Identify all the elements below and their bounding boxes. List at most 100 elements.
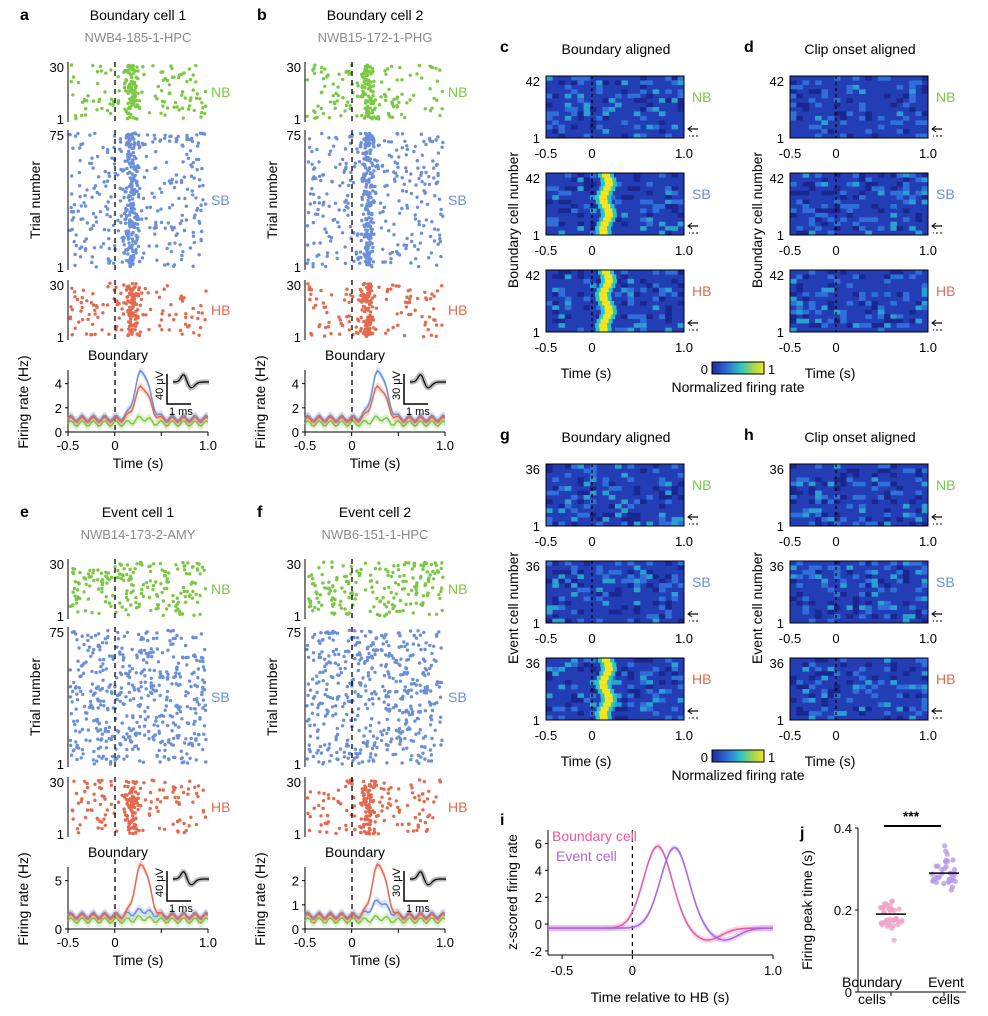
heatmap-cell: [577, 111, 584, 117]
spike: [391, 706, 396, 710]
spike: [94, 265, 99, 269]
spike: [106, 628, 110, 633]
spike: [160, 568, 164, 572]
spike: [126, 203, 130, 207]
spike: [343, 590, 347, 594]
spike: [133, 90, 137, 94]
spike: [173, 241, 177, 245]
spike: [355, 233, 360, 238]
spike: [419, 755, 423, 759]
spike: [315, 681, 319, 685]
spike: [385, 289, 389, 294]
heatmap-cell: [627, 561, 635, 566]
heatmap-cell: [877, 323, 885, 328]
spike: [132, 165, 137, 170]
spike: [433, 561, 437, 565]
heatmap-cell: [665, 561, 672, 566]
spike: [329, 293, 334, 297]
spike: [92, 578, 96, 583]
spike: [137, 286, 141, 290]
spike: [396, 323, 400, 327]
heatmap-cell: [909, 93, 916, 99]
spike: [416, 823, 420, 827]
spike: [317, 253, 321, 257]
spike: [140, 217, 144, 221]
heatmap-cell: [671, 680, 679, 685]
spike: [154, 716, 158, 720]
spike: [134, 241, 138, 245]
heatmap-cell: [571, 706, 578, 712]
spike: [335, 256, 339, 261]
spike: [367, 651, 371, 656]
spike: [398, 574, 402, 578]
spike: [168, 699, 173, 703]
heatmap-cell: [658, 517, 666, 522]
spike: [335, 631, 340, 635]
spike: [139, 648, 143, 652]
spike: [407, 300, 412, 305]
spike: [305, 719, 310, 723]
heatmap-cell: [896, 486, 904, 491]
spike: [311, 635, 315, 639]
spike: [135, 720, 139, 725]
spike: [195, 658, 199, 662]
tick-label: 0: [111, 935, 118, 950]
spike: [128, 218, 132, 222]
spike: [395, 736, 399, 740]
heatmap-cell: [577, 618, 584, 624]
spike: [415, 828, 419, 832]
spike: [97, 632, 101, 636]
spike: [167, 83, 172, 87]
heatmap-cell: [902, 296, 910, 302]
spike: [306, 258, 310, 262]
spike: [384, 331, 388, 335]
spike: [133, 781, 137, 786]
spike: [167, 91, 171, 96]
spike: [366, 198, 370, 203]
spike: [104, 184, 108, 188]
spike: [308, 790, 313, 794]
heatmap-cell: [896, 173, 904, 178]
spike: [133, 116, 138, 121]
spike: [391, 325, 395, 330]
heatmap-cell: [615, 592, 622, 597]
spike: [108, 102, 112, 106]
spike: [318, 744, 322, 749]
spike: [116, 568, 120, 573]
spike: [327, 116, 332, 120]
spike: [419, 647, 423, 652]
heatmap-cell: [640, 314, 647, 319]
heatmap-cell: [658, 204, 666, 209]
heatmap-cell: [552, 221, 559, 227]
spike: [170, 682, 174, 686]
heatmap-cell: [552, 217, 559, 222]
spike: [386, 67, 390, 71]
scale-uv: 30 μV: [391, 370, 403, 400]
heatmap-cell: [627, 671, 635, 676]
spike: [363, 817, 367, 822]
spike: [177, 196, 181, 201]
spike: [397, 155, 401, 159]
spike: [348, 104, 352, 108]
heatmap-cell: [546, 561, 553, 566]
spike: [104, 574, 109, 579]
heatmap-cell: [546, 102, 553, 108]
spike: [428, 139, 432, 143]
spike: [202, 688, 207, 692]
heatmap-cell: [640, 327, 647, 333]
spike: [86, 648, 90, 653]
spike: [131, 747, 135, 751]
spike: [137, 229, 141, 233]
heatmap-peak: [603, 314, 612, 319]
spike: [428, 109, 433, 113]
spike: [146, 291, 150, 295]
spike: [409, 602, 413, 606]
spike: [344, 292, 348, 297]
heatmap-cell: [633, 98, 641, 103]
spike: [172, 317, 176, 322]
heatmap-cell: [902, 173, 910, 178]
x-axis-label: Time (s): [805, 365, 856, 381]
spike: [176, 134, 180, 139]
heatmap-peak: [599, 226, 608, 231]
